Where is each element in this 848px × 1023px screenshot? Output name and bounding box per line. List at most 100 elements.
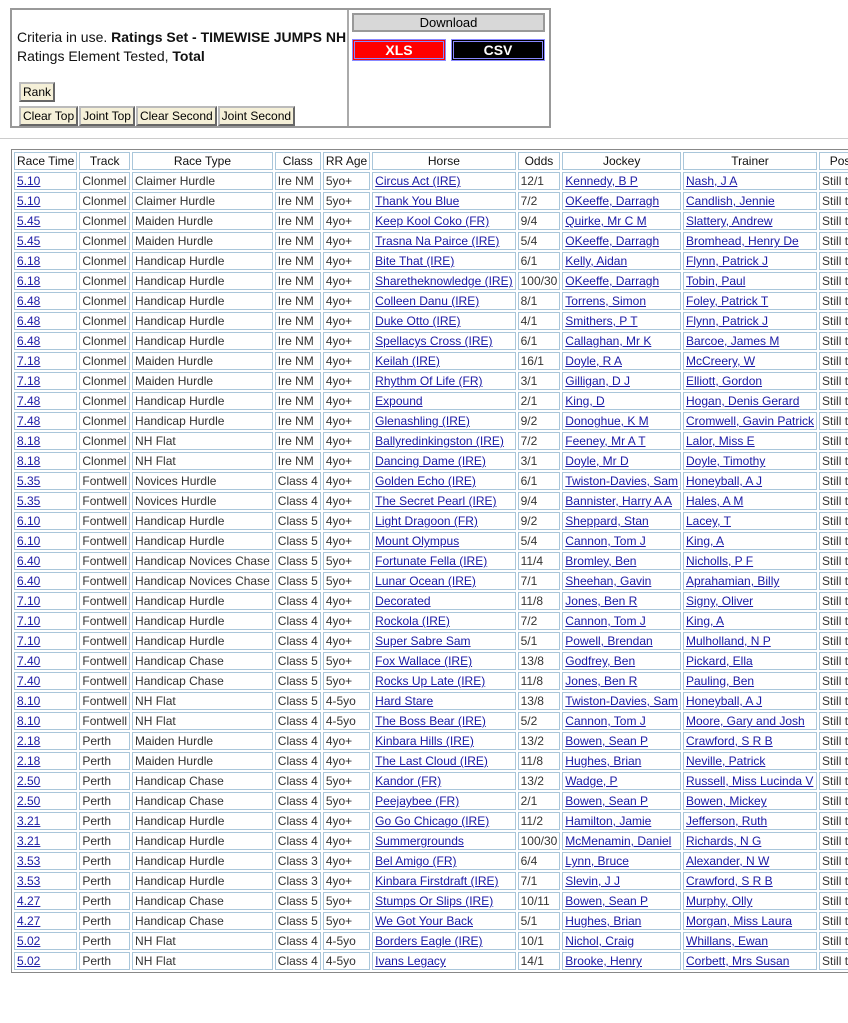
cell-link[interactable]: Hughes, Brian [565, 754, 642, 768]
cell-link[interactable]: 7.48 [17, 414, 41, 428]
cell-link[interactable]: Tobin, Paul [686, 274, 746, 288]
cell-link[interactable]: 7.48 [17, 394, 41, 408]
cell-link[interactable]: Keilah (IRE) [375, 354, 440, 368]
cell-link[interactable]: Keep Kool Coko (FR) [375, 214, 490, 228]
cell-link[interactable]: 5.35 [17, 494, 41, 508]
cell-link[interactable]: Cannon, Tom J [565, 614, 646, 628]
cell-link[interactable]: Fortunate Fella (IRE) [375, 554, 488, 568]
cell-link[interactable]: 3.53 [17, 874, 41, 888]
cell-link[interactable]: Brooke, Henry [565, 954, 642, 968]
cell-link[interactable]: OKeeffe, Darragh [565, 194, 660, 208]
cell-link[interactable]: Lalor, Miss E [686, 434, 755, 448]
cell-link[interactable]: The Last Cloud (IRE) [375, 754, 488, 768]
cell-link[interactable]: 2.50 [17, 794, 41, 808]
cell-link[interactable]: 5.45 [17, 234, 41, 248]
cell-link[interactable]: 3.21 [17, 834, 41, 848]
cell-link[interactable]: Hard Stare [375, 694, 434, 708]
cell-link[interactable]: 8.10 [17, 714, 41, 728]
cell-link[interactable]: Doyle, Mr D [565, 454, 629, 468]
cell-link[interactable]: Corbett, Mrs Susan [686, 954, 790, 968]
cell-link[interactable]: Torrens, Simon [565, 294, 646, 308]
cell-link[interactable]: Honeyball, A J [686, 694, 763, 708]
cell-link[interactable]: 6.10 [17, 514, 41, 528]
cell-link[interactable]: Bel Amigo (FR) [375, 854, 457, 868]
cell-link[interactable]: 7.18 [17, 354, 41, 368]
cell-link[interactable]: Foley, Patrick T [686, 294, 769, 308]
xls-button[interactable]: XLS [352, 39, 446, 61]
cell-link[interactable]: Bowen, Sean P [565, 794, 649, 808]
cell-link[interactable]: Quirke, Mr C M [565, 214, 647, 228]
cell-link[interactable]: Decorated [375, 594, 431, 608]
cell-link[interactable]: 8.18 [17, 434, 41, 448]
cell-link[interactable]: Circus Act (IRE) [375, 174, 461, 188]
cell-link[interactable]: Gilligan, D J [565, 374, 630, 388]
cell-link[interactable]: Powell, Brendan [565, 634, 653, 648]
rank-button[interactable]: Rank [19, 82, 56, 102]
cell-link[interactable]: Wadge, P [565, 774, 618, 788]
cell-link[interactable]: Sheppard, Stan [565, 514, 649, 528]
cell-link[interactable]: Bowen, Sean P [565, 734, 649, 748]
cell-link[interactable]: The Secret Pearl (IRE) [375, 494, 497, 508]
cell-link[interactable]: 3.21 [17, 814, 41, 828]
cell-link[interactable]: Godfrey, Ben [565, 654, 636, 668]
cell-link[interactable]: Hughes, Brian [565, 914, 642, 928]
cell-link[interactable]: Peejaybee (FR) [375, 794, 460, 808]
cell-link[interactable]: Honeyball, A J [686, 474, 763, 488]
clear-top-button[interactable]: Clear Top [19, 106, 79, 126]
cell-link[interactable]: McMenamin, Daniel [565, 834, 672, 848]
cell-link[interactable]: Nicholls, P F [686, 554, 754, 568]
cell-link[interactable]: Go Go Chicago (IRE) [375, 814, 490, 828]
cell-link[interactable]: Spellacys Cross (IRE) [375, 334, 493, 348]
cell-link[interactable]: Kelly, Aidan [565, 254, 628, 268]
cell-link[interactable]: 6.18 [17, 254, 41, 268]
cell-link[interactable]: Glenashling (IRE) [375, 414, 470, 428]
cell-link[interactable]: Jefferson, Ruth [686, 814, 768, 828]
cell-link[interactable]: Colleen Danu (IRE) [375, 294, 480, 308]
cell-link[interactable]: Nichol, Craig [565, 934, 634, 948]
cell-link[interactable]: Hamilton, Jamie [565, 814, 652, 828]
cell-link[interactable]: 8.18 [17, 454, 41, 468]
cell-link[interactable]: Doyle, R A [565, 354, 622, 368]
cell-link[interactable]: 5.02 [17, 934, 41, 948]
cell-link[interactable]: Ballyredinkingston (IRE) [375, 434, 504, 448]
cell-link[interactable]: Richards, N G [686, 834, 762, 848]
cell-link[interactable]: Fox Wallace (IRE) [375, 654, 473, 668]
cell-link[interactable]: 6.40 [17, 554, 41, 568]
cell-link[interactable]: Kinbara Hills (IRE) [375, 734, 474, 748]
cell-link[interactable]: Jones, Ben R [565, 594, 638, 608]
cell-link[interactable]: Bannister, Harry A A [565, 494, 673, 508]
cell-link[interactable]: Cannon, Tom J [565, 714, 646, 728]
cell-link[interactable]: Mulholland, N P [686, 634, 771, 648]
cell-link[interactable]: Bite That (IRE) [375, 254, 455, 268]
cell-link[interactable]: 4.27 [17, 894, 41, 908]
cell-link[interactable]: Kinbara Firstdraft (IRE) [375, 874, 499, 888]
cell-link[interactable]: Lacey, T [686, 514, 731, 528]
cell-link[interactable]: 2.18 [17, 734, 41, 748]
cell-link[interactable]: 7.40 [17, 674, 41, 688]
cell-link[interactable]: Russell, Miss Lucinda V [686, 774, 814, 788]
cell-link[interactable]: 2.50 [17, 774, 41, 788]
cell-link[interactable]: OKeeffe, Darragh [565, 234, 660, 248]
cell-link[interactable]: Smithers, P T [565, 314, 638, 328]
cell-link[interactable]: Callaghan, Mr K [565, 334, 652, 348]
cell-link[interactable]: Slevin, J J [565, 874, 620, 888]
cell-link[interactable]: King, D [565, 394, 605, 408]
clear-second-button[interactable]: Clear Second [135, 106, 217, 126]
cell-link[interactable]: Sheehan, Gavin [565, 574, 652, 588]
cell-link[interactable]: Alexander, N W [686, 854, 770, 868]
cell-link[interactable]: 7.10 [17, 614, 41, 628]
cell-link[interactable]: 4.27 [17, 914, 41, 928]
cell-link[interactable]: Doyle, Timothy [686, 454, 766, 468]
cell-link[interactable]: Lunar Ocean (IRE) [375, 574, 476, 588]
cell-link[interactable]: 7.18 [17, 374, 41, 388]
cell-link[interactable]: 5.02 [17, 954, 41, 968]
cell-link[interactable]: Borders Eagle (IRE) [375, 934, 483, 948]
cell-link[interactable]: 6.48 [17, 294, 41, 308]
joint-second-button[interactable]: Joint Second [217, 106, 296, 126]
cell-link[interactable]: Moore, Gary and Josh [686, 714, 805, 728]
cell-link[interactable]: 3.53 [17, 854, 41, 868]
cell-link[interactable]: 7.10 [17, 634, 41, 648]
cell-link[interactable]: The Boss Bear (IRE) [375, 714, 486, 728]
cell-link[interactable]: 7.10 [17, 594, 41, 608]
cell-link[interactable]: 6.48 [17, 314, 41, 328]
